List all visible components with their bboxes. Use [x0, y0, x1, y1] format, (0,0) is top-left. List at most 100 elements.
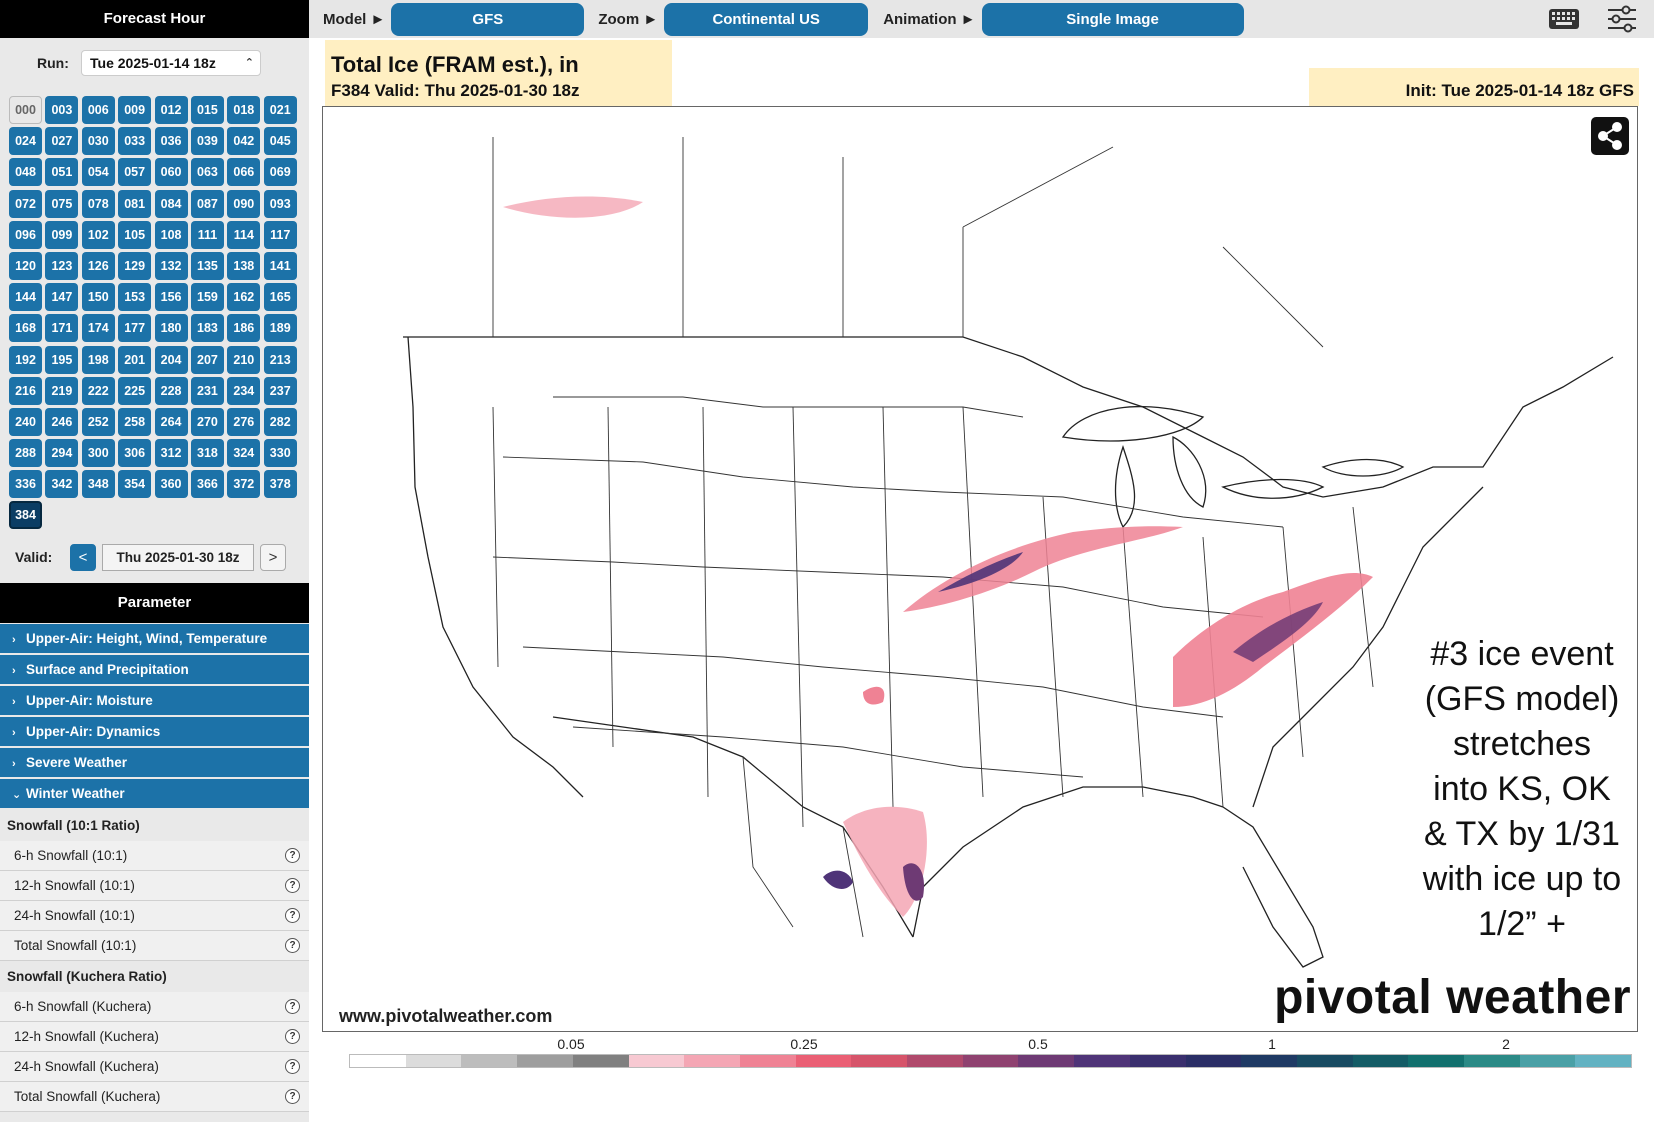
forecast-hour-button[interactable]: 306	[118, 439, 152, 468]
forecast-hour-button[interactable]: 225	[118, 376, 152, 405]
forecast-hour-button[interactable]: 135	[190, 251, 224, 280]
forecast-hour-button[interactable]: 336	[9, 470, 42, 499]
forecast-hour-button[interactable]: 111	[190, 220, 224, 249]
forecast-hour-button[interactable]: 342	[45, 470, 79, 499]
forecast-hour-button[interactable]: 384	[9, 501, 42, 530]
parameter-category[interactable]: › Upper-Air: Moisture	[0, 686, 309, 715]
forecast-hour-button[interactable]: 204	[154, 345, 188, 374]
keyboard-icon[interactable]	[1548, 8, 1580, 35]
parameter-category[interactable]: › Upper-Air: Dynamics	[0, 717, 309, 746]
forecast-hour-button[interactable]: 264	[154, 407, 188, 436]
forecast-hour-button[interactable]: 042	[227, 127, 261, 156]
parameter-category[interactable]: › Upper-Air: Height, Wind, Temperature	[0, 624, 309, 653]
help-icon[interactable]: ?	[285, 938, 300, 953]
forecast-hour-button[interactable]: 186	[227, 314, 261, 343]
forecast-hour-button[interactable]: 057	[118, 158, 152, 187]
forecast-hour-button[interactable]: 324	[227, 439, 261, 468]
forecast-hour-button[interactable]: 183	[190, 314, 224, 343]
parameter-item[interactable]: 24-h Snowfall (Kuchera)?	[0, 1052, 309, 1082]
forecast-hour-button[interactable]: 150	[81, 283, 115, 312]
parameter-category[interactable]: › Severe Weather	[0, 748, 309, 777]
forecast-hour-button[interactable]: 084	[154, 189, 188, 218]
forecast-hour-button[interactable]: 162	[227, 283, 261, 312]
forecast-hour-button[interactable]: 114	[227, 220, 261, 249]
forecast-hour-button[interactable]: 138	[227, 251, 261, 280]
forecast-hour-button[interactable]: 141	[263, 251, 297, 280]
forecast-hour-button[interactable]: 294	[45, 439, 79, 468]
forecast-hour-button[interactable]: 072	[9, 189, 42, 218]
forecast-hour-button[interactable]: 282	[263, 407, 297, 436]
help-icon[interactable]: ?	[285, 999, 300, 1014]
forecast-hour-button[interactable]: 165	[263, 283, 297, 312]
forecast-hour-button[interactable]: 126	[81, 251, 115, 280]
parameter-item[interactable]: Total Snowfall (10:1)?	[0, 931, 309, 961]
model-select-button[interactable]: GFS	[391, 2, 585, 36]
forecast-hour-button[interactable]: 105	[118, 220, 152, 249]
forecast-hour-button[interactable]: 246	[45, 407, 79, 436]
forecast-hour-button[interactable]: 132	[154, 251, 188, 280]
help-icon[interactable]: ?	[285, 878, 300, 893]
parameter-item[interactable]: 12-h Snowfall (Kuchera)?	[0, 1022, 309, 1052]
forecast-hour-button[interactable]: 213	[263, 345, 297, 374]
forecast-hour-button[interactable]: 378	[263, 470, 297, 499]
forecast-hour-button[interactable]: 009	[118, 96, 152, 124]
forecast-hour-button[interactable]: 153	[118, 283, 152, 312]
parameter-item[interactable]: 12-h Snowfall (10:1)?	[0, 871, 309, 901]
forecast-hour-button[interactable]: 354	[118, 470, 152, 499]
forecast-hour-button[interactable]: 120	[9, 251, 42, 280]
forecast-hour-button[interactable]: 123	[45, 251, 79, 280]
parameter-category[interactable]: › Surface and Precipitation	[0, 655, 309, 684]
forecast-hour-button[interactable]: 318	[190, 439, 224, 468]
forecast-hour-button[interactable]: 177	[118, 314, 152, 343]
forecast-hour-button[interactable]: 288	[9, 439, 42, 468]
forecast-hour-button[interactable]: 051	[45, 158, 79, 187]
forecast-hour-button[interactable]: 174	[81, 314, 115, 343]
map-image[interactable]: #3 ice event (GFS model) stretches into KS,…	[322, 106, 1638, 1032]
forecast-hour-button[interactable]: 312	[154, 439, 188, 468]
forecast-hour-button[interactable]: 036	[154, 127, 188, 156]
next-hour-button[interactable]: >	[260, 543, 286, 571]
forecast-hour-button[interactable]: 087	[190, 189, 224, 218]
forecast-hour-button[interactable]: 012	[154, 96, 188, 124]
forecast-hour-button[interactable]: 360	[154, 470, 188, 499]
forecast-hour-button[interactable]: 054	[81, 158, 115, 187]
forecast-hour-button[interactable]: 030	[81, 127, 115, 156]
forecast-hour-button[interactable]: 018	[227, 96, 261, 124]
forecast-hour-button[interactable]: 003	[45, 96, 79, 124]
forecast-hour-button[interactable]: 075	[45, 189, 79, 218]
forecast-hour-button[interactable]: 078	[81, 189, 115, 218]
parameter-item[interactable]: 6-h Snowfall (10:1)?	[0, 841, 309, 871]
help-icon[interactable]: ?	[285, 1059, 300, 1074]
parameter-item[interactable]: 6-h Snowfall (Kuchera)?	[0, 992, 309, 1022]
forecast-hour-button[interactable]: 300	[81, 439, 115, 468]
forecast-hour-button[interactable]: 060	[154, 158, 188, 187]
forecast-hour-button[interactable]: 006	[81, 96, 115, 124]
forecast-hour-button[interactable]: 117	[263, 220, 297, 249]
forecast-hour-button[interactable]: 045	[263, 127, 297, 156]
forecast-hour-button[interactable]: 099	[45, 220, 79, 249]
forecast-hour-button[interactable]: 228	[154, 376, 188, 405]
share-button[interactable]	[1591, 117, 1629, 155]
forecast-hour-button[interactable]: 168	[9, 314, 42, 343]
forecast-hour-button[interactable]: 237	[263, 376, 297, 405]
forecast-hour-button[interactable]: 240	[9, 407, 42, 436]
forecast-hour-button[interactable]: 201	[118, 345, 152, 374]
forecast-hour-button[interactable]: 270	[190, 407, 224, 436]
forecast-hour-button[interactable]: 216	[9, 376, 42, 405]
forecast-hour-button[interactable]: 330	[263, 439, 297, 468]
forecast-hour-button[interactable]: 258	[118, 407, 152, 436]
forecast-hour-button[interactable]: 219	[45, 376, 79, 405]
forecast-hour-button[interactable]: 234	[227, 376, 261, 405]
forecast-hour-button[interactable]: 081	[118, 189, 152, 218]
forecast-hour-button[interactable]: 048	[9, 158, 42, 187]
forecast-hour-button[interactable]: 093	[263, 189, 297, 218]
forecast-hour-button[interactable]: 366	[190, 470, 224, 499]
forecast-hour-button[interactable]: 021	[263, 96, 297, 124]
forecast-hour-button[interactable]: 096	[9, 220, 42, 249]
forecast-hour-button[interactable]: 348	[81, 470, 115, 499]
help-icon[interactable]: ?	[285, 848, 300, 863]
forecast-hour-button[interactable]: 069	[263, 158, 297, 187]
parameter-item[interactable]: Total Snowfall (Kuchera)?	[0, 1082, 309, 1112]
forecast-hour-button[interactable]: 207	[190, 345, 224, 374]
forecast-hour-button[interactable]: 024	[9, 127, 42, 156]
